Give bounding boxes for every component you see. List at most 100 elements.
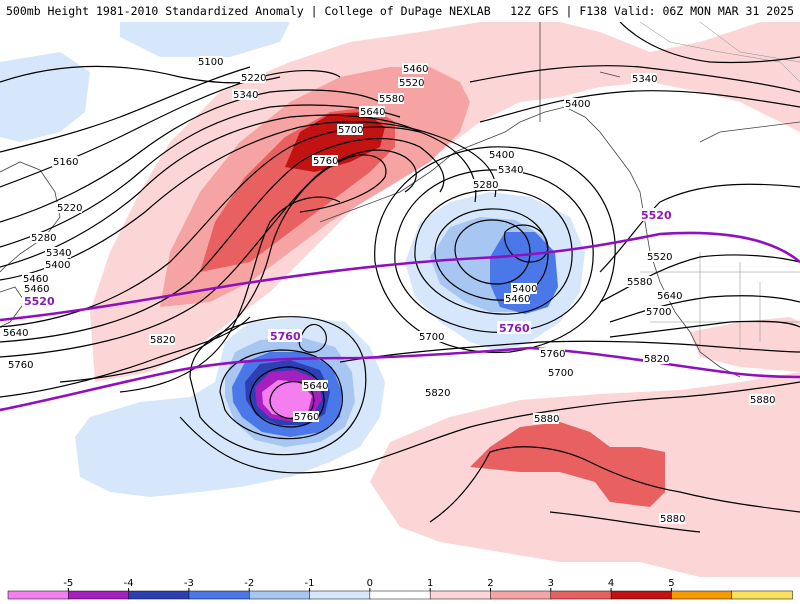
anomaly-map: 5100 5160 5220 5220 5280 5340 5340 5400 … <box>0 22 800 577</box>
colorbar-swatch <box>731 590 793 600</box>
colorbar-swatch <box>188 590 250 600</box>
contour-label: 5160 <box>53 157 78 168</box>
contour-label: 5280 <box>473 180 498 191</box>
contour-label: 5520 <box>647 252 672 263</box>
colorbar-tick-label: 1 <box>427 578 433 589</box>
contour-5520-highlight <box>0 231 800 322</box>
contour-5520-east <box>599 183 800 273</box>
contour-5760 <box>119 196 341 393</box>
contour-label: 5700 <box>548 368 573 379</box>
colorbar-swatch <box>68 590 130 600</box>
colorbar-tick-label: -1 <box>305 578 315 589</box>
map-header: 500mb Height 1981-2010 Standardized Anom… <box>0 0 800 22</box>
contour-5880 <box>429 446 800 523</box>
colorbar-tick-label: 2 <box>487 578 493 589</box>
contour-label: 5760 <box>8 360 33 371</box>
contour-label: 5760 <box>294 412 319 423</box>
colorbar-swatch <box>248 590 311 600</box>
contour-small-ring <box>298 323 327 353</box>
contour-label: 5460 <box>23 274 48 285</box>
contour-label: 5340 <box>46 248 71 259</box>
contour-label: 5400 <box>489 150 514 161</box>
anomaly-pos3-area <box>470 422 665 507</box>
contour-5640 <box>0 149 417 358</box>
colorbar-tick-label: -4 <box>124 578 134 589</box>
legend-colorbar: -5 -4 -3 -2 -1 0 1 2 3 4 5 <box>0 574 800 600</box>
contour-label: 5400 <box>565 99 590 110</box>
contour-5580 <box>0 138 445 343</box>
colorbar-swatch <box>369 590 431 600</box>
colorbar-swatch <box>309 590 371 600</box>
contour-label: 5640 <box>303 381 328 392</box>
highlight-label: 5760 <box>270 330 301 343</box>
height-contours <box>0 22 800 533</box>
colorbar-tick-label: -2 <box>244 578 254 589</box>
contour-label: 5580 <box>627 277 652 288</box>
colorbar-tick-label: 4 <box>608 578 614 589</box>
contour-5280-east <box>619 22 800 64</box>
contour-label: 5340 <box>632 74 657 85</box>
contour-label: 5700 <box>338 125 363 136</box>
anomaly-pos1-area <box>90 22 800 382</box>
contour-5760-ring <box>219 349 343 440</box>
colorbar-ticks: -5 -4 -3 -2 -1 0 1 2 3 4 5 <box>63 578 675 591</box>
contour-label: 5880 <box>534 414 559 425</box>
contour-label: 5460 <box>24 284 49 295</box>
colorbar-swatch <box>7 590 70 600</box>
contour-label: 5760 <box>313 156 338 167</box>
contour-5760-west <box>0 316 251 398</box>
north-america-coastline <box>319 106 741 378</box>
colorbar-swatch <box>490 590 552 600</box>
contour-5640-east <box>609 295 800 323</box>
contour-label: 5460 <box>505 294 530 305</box>
anomaly-neg1-area <box>120 22 290 57</box>
contour-label: 5760 <box>540 349 565 360</box>
contour-5880-south <box>549 511 701 533</box>
contour-5760-east <box>339 340 800 363</box>
contour-5520 <box>0 126 477 328</box>
contour-label: 5700 <box>646 307 671 318</box>
contour-5400 <box>0 114 421 268</box>
canada-borders <box>639 22 800 83</box>
contour-5280-ring <box>503 224 549 263</box>
highlight-labels: 5520 5520 5760 5760 <box>22 208 673 343</box>
contour-label: 5820 <box>150 335 175 346</box>
contour-label: 5340 <box>233 90 258 101</box>
contour-5640-ring <box>269 381 315 420</box>
colorbar-tick-label: 0 <box>367 578 373 589</box>
colorbar-swatch <box>128 590 190 600</box>
colorbar: -5 -4 -3 -2 -1 0 1 2 3 4 5 <box>7 578 793 600</box>
contour-label: 5580 <box>379 94 404 105</box>
contour-label: 5100 <box>198 57 223 68</box>
contour-5280 <box>0 89 381 223</box>
contour-label: 5640 <box>360 107 385 118</box>
contour-labels: 5100 5160 5220 5220 5280 5340 5340 5400 … <box>2 56 775 525</box>
colorbar-tick-label: -3 <box>184 578 194 589</box>
colorbar-swatch <box>671 590 733 600</box>
contour-label: 5880 <box>660 514 685 525</box>
contour-5760-highlight <box>0 346 800 412</box>
contour-label: 5400 <box>512 284 537 295</box>
contour-label: 5640 <box>3 328 28 339</box>
contour-label: 5880 <box>750 395 775 406</box>
colorbar-swatch <box>429 590 492 600</box>
contour-5700-east <box>609 320 800 338</box>
contour-5400-east <box>479 90 800 123</box>
contour-5580-east <box>599 254 800 303</box>
contour-label: 5220 <box>57 203 82 214</box>
colorbar-tick-label: 5 <box>668 578 674 589</box>
colorbar-tick-label: -5 <box>63 578 73 589</box>
colorbar-swatch <box>550 590 612 600</box>
colorbar-blocks <box>7 590 793 600</box>
state-borders <box>640 252 800 352</box>
colorbar-swatch <box>610 590 673 600</box>
map-title: 500mb Height 1981-2010 Standardized Anom… <box>6 4 491 18</box>
model-valid-time: 12Z GFS | F138 Valid: 06Z MON MAR 31 202… <box>510 4 794 18</box>
contour-5460 <box>0 121 497 281</box>
asia-coastline <box>0 161 61 273</box>
contour-5820-ring <box>189 316 367 456</box>
anomaly-neg1-area <box>0 52 90 142</box>
contour-label: 5340 <box>498 165 523 176</box>
contour-label: 5460 <box>403 64 428 75</box>
contour-5700-ring <box>249 366 325 428</box>
